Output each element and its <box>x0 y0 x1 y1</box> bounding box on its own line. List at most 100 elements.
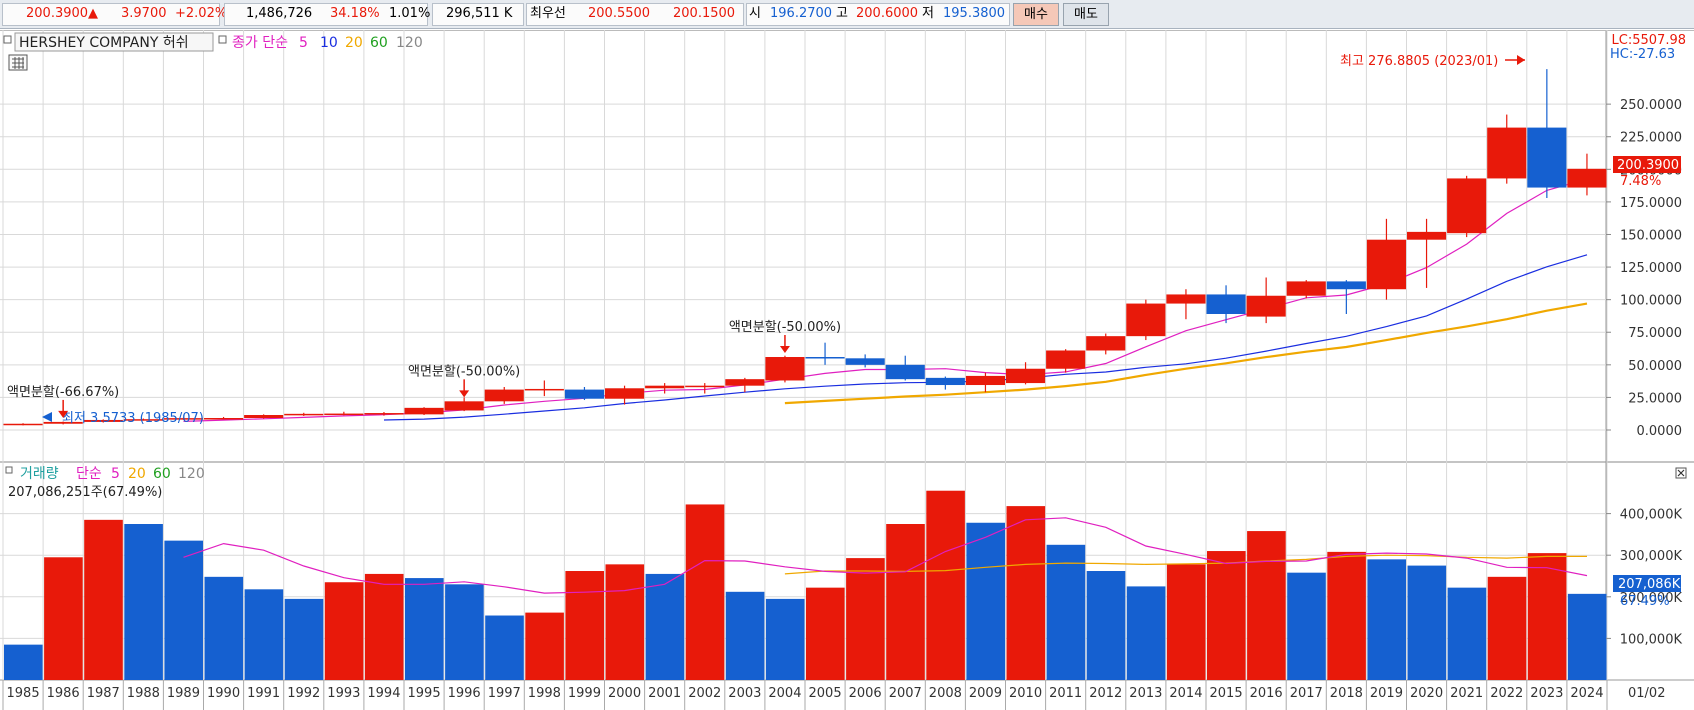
volume-y-tick-label: 100,000K <box>1620 632 1683 647</box>
high-annotation: 최고 276.8805 (2023/01) <box>1340 54 1498 69</box>
current-price-tag <box>1613 156 1681 173</box>
stock-chart: 1985 1986 1987 1988 1989 1990 1991 1992 1993 1994… <box>0 30 1694 710</box>
candle-body-1991 <box>244 415 284 419</box>
volume-bar-2019 <box>1367 559 1406 680</box>
candle-body-2007 <box>885 364 925 380</box>
candle-body-1988 <box>123 419 163 421</box>
volume-bar-1994 <box>364 573 404 680</box>
candle-body-2002 <box>685 385 725 388</box>
volume-box <box>224 3 428 26</box>
price-change-pct: +2.02% <box>175 6 228 21</box>
volume-bar-1999 <box>565 571 604 680</box>
volume-ma-120: 120 <box>178 466 205 482</box>
volume-bar-2008 <box>926 490 965 680</box>
volume-bar-2012 <box>1086 571 1126 680</box>
x-tick-label: 2023 <box>1530 686 1563 701</box>
x-tick-label: 2012 <box>1089 686 1122 701</box>
candle-body-1996 <box>444 401 484 411</box>
candle-body-1995 <box>404 407 444 415</box>
quote-toolbar: 200.3900▲ 3.9700 +2.02% 1,486,726 34.18%… <box>0 0 1694 29</box>
candle-body-1986 <box>43 421 83 424</box>
candle-body-2022 <box>1487 127 1527 179</box>
y-tick-label: 150.0000 <box>1620 228 1682 243</box>
x-tick-label: 2007 <box>889 686 922 701</box>
candle-body-2003 <box>725 379 765 386</box>
volume-bar-2004 <box>765 598 805 680</box>
candle-body-2024 <box>1567 168 1607 188</box>
ask-price: 200.5500 <box>588 6 651 21</box>
candle-body-2020 <box>1407 231 1447 240</box>
volume-bar-1987 <box>84 519 123 680</box>
x-tick-label: 2004 <box>768 686 801 701</box>
volume-bar-2011 <box>1046 544 1086 680</box>
candle-body-1990 <box>204 418 244 420</box>
candle-body-1994 <box>364 413 404 415</box>
candle-body-1992 <box>284 413 324 416</box>
candle-body-2005 <box>805 357 845 359</box>
candle-body-1987 <box>83 419 123 422</box>
x-tick-label: 1997 <box>488 686 521 701</box>
open-price: 196.2700 <box>770 6 833 21</box>
candle-body-2021 <box>1447 178 1487 234</box>
high-price: 200.6000 <box>856 6 919 21</box>
volume-toggle-icon[interactable] <box>5 466 13 474</box>
volume-close-icon-x <box>1677 469 1685 477</box>
candle-body-1985 <box>3 423 43 426</box>
amount-box <box>432 3 524 26</box>
y-tick-label: 175.0000 <box>1620 196 1682 211</box>
volume-bar-1988 <box>124 524 163 680</box>
ma-period-120: 120 <box>396 35 423 51</box>
table-view-icon-grid <box>12 57 24 69</box>
volume-bar-2014 <box>1166 564 1206 680</box>
candle-body-2001 <box>645 385 685 389</box>
volume-bar-2007 <box>886 524 925 680</box>
volume-bar-1992 <box>284 598 324 680</box>
volume-last-value: 207,086,251주(67.49%) <box>8 485 162 500</box>
x-tick-label: 2014 <box>1169 686 1202 701</box>
x-tick-label: 1987 <box>87 686 120 701</box>
low-annotation-arrowhead <box>42 412 52 422</box>
x-tick-label: 1993 <box>327 686 360 701</box>
sell-button[interactable]: 매도 <box>1063 3 1109 26</box>
x-tick-label: 1988 <box>127 686 160 701</box>
open-label: 시 <box>749 6 761 21</box>
low-price: 195.3800 <box>943 6 1006 21</box>
y-tick-label: 100.0000 <box>1620 294 1682 309</box>
price-box <box>2 3 220 26</box>
high-label: 고 <box>836 6 848 21</box>
split-annotation-arrowhead <box>58 410 69 418</box>
candle-body-2004 <box>765 357 805 381</box>
high-annotation-arrowhead <box>1517 55 1525 65</box>
current-price-tag-text: 200.3900 <box>1617 158 1679 173</box>
volume-bar-1997 <box>485 615 524 680</box>
split-annotations: 액면분할(-66.67%) 액면분할(-50.00%) 액면분할(-50.00%) <box>7 320 841 418</box>
volume-bar-2022 <box>1487 576 1527 680</box>
x-tick-label: 2020 <box>1410 686 1443 701</box>
candle-body-1993 <box>324 413 364 416</box>
volume-bar-2023 <box>1527 553 1567 680</box>
price-series <box>3 69 1607 426</box>
panel-toggle-icon[interactable] <box>3 35 12 44</box>
x-tick-label: 2017 <box>1290 686 1323 701</box>
trade-amount: 296,511 K <box>446 6 513 21</box>
turnover-ratio: 1.01% <box>389 6 431 21</box>
x-tick-label: 2003 <box>728 686 761 701</box>
volume-ma-label: 단순 <box>76 466 102 482</box>
x-tick-label: 2001 <box>648 686 681 701</box>
x-tick-label: 2019 <box>1370 686 1403 701</box>
candle-body-2015 <box>1206 294 1246 314</box>
volume-y-tick-label: 300,000K <box>1620 549 1683 564</box>
low-annotation: 최저 3.5733 (1985/07) <box>62 411 204 426</box>
symbol-label-box <box>14 32 214 52</box>
volume-bar-2002 <box>685 504 725 680</box>
buy-button[interactable]: 매수 <box>1013 3 1059 26</box>
candle-body-2000 <box>605 388 645 399</box>
y-tick-label: 250.0000 <box>1620 98 1682 113</box>
volume-bar-2009 <box>966 522 1005 680</box>
x-tick-label: 2000 <box>608 686 641 701</box>
volume-bar-2010 <box>1006 506 1046 680</box>
volume-bar-2013 <box>1126 586 1166 680</box>
split-annotation-arrowhead <box>779 346 790 354</box>
ma-label: 종가 단순 <box>232 35 288 51</box>
ma-toggle-icon[interactable] <box>218 35 227 44</box>
